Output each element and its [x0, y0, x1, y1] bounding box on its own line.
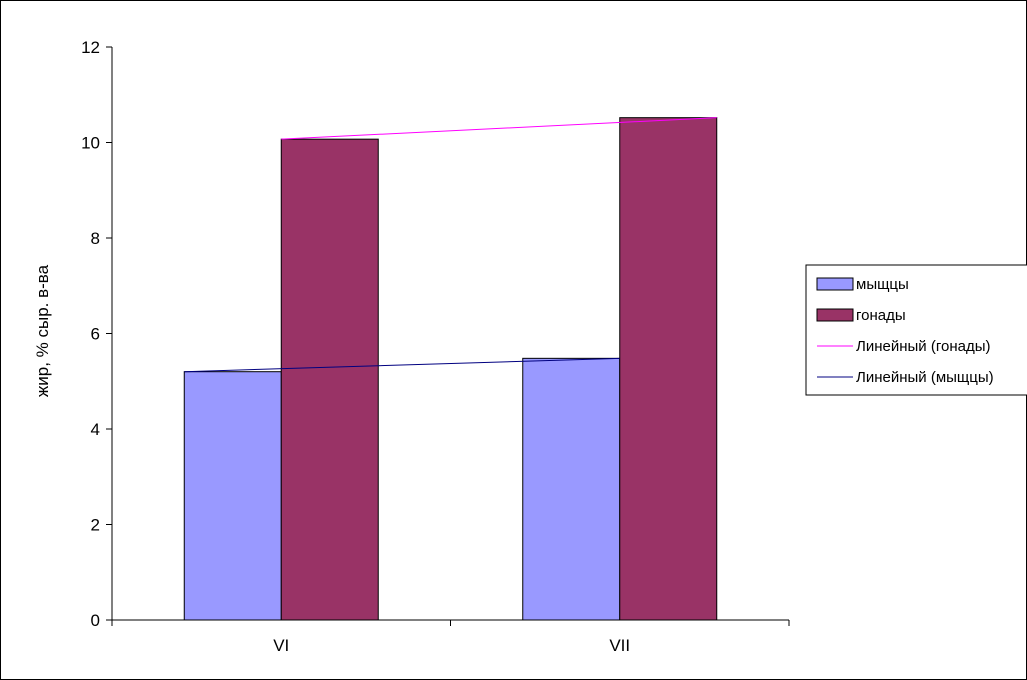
bar-muscles-VI [183, 371, 282, 621]
y-tick-label: 10 [81, 134, 100, 153]
trendline-muscles [184, 357, 620, 373]
y-tick-label: 12 [81, 38, 100, 57]
legend-label: гонады [856, 307, 906, 324]
y-tick-label: 8 [91, 229, 100, 248]
x-tick-label: VII [609, 636, 630, 655]
bar-gonads-VII [619, 117, 718, 621]
y-tick-label: 0 [91, 611, 100, 630]
legend-label: Линейный (мыщцы) [856, 369, 994, 386]
y-tick-label: 6 [91, 325, 100, 344]
y-axis-label: жир, % сыр. в-ва [33, 264, 52, 397]
legend-swatch [816, 277, 854, 291]
y-tick-label: 4 [91, 420, 100, 439]
legend-swatch [816, 308, 854, 322]
trendline-gonads [281, 117, 717, 140]
plot-area: 0 2 4 6 8 10 12 VI VII [81, 38, 790, 655]
bar-muscles-VII [522, 357, 621, 621]
legend: мыщцы гонады Линейный (гонады) Линейный (мы… [805, 264, 1027, 396]
legend-label: Линейный (гонады) [856, 338, 990, 355]
bar-gonads-VI [280, 138, 379, 621]
y-tick-label: 2 [91, 516, 100, 535]
x-tick-label: VI [273, 636, 289, 655]
legend-label: мыщцы [856, 276, 909, 293]
